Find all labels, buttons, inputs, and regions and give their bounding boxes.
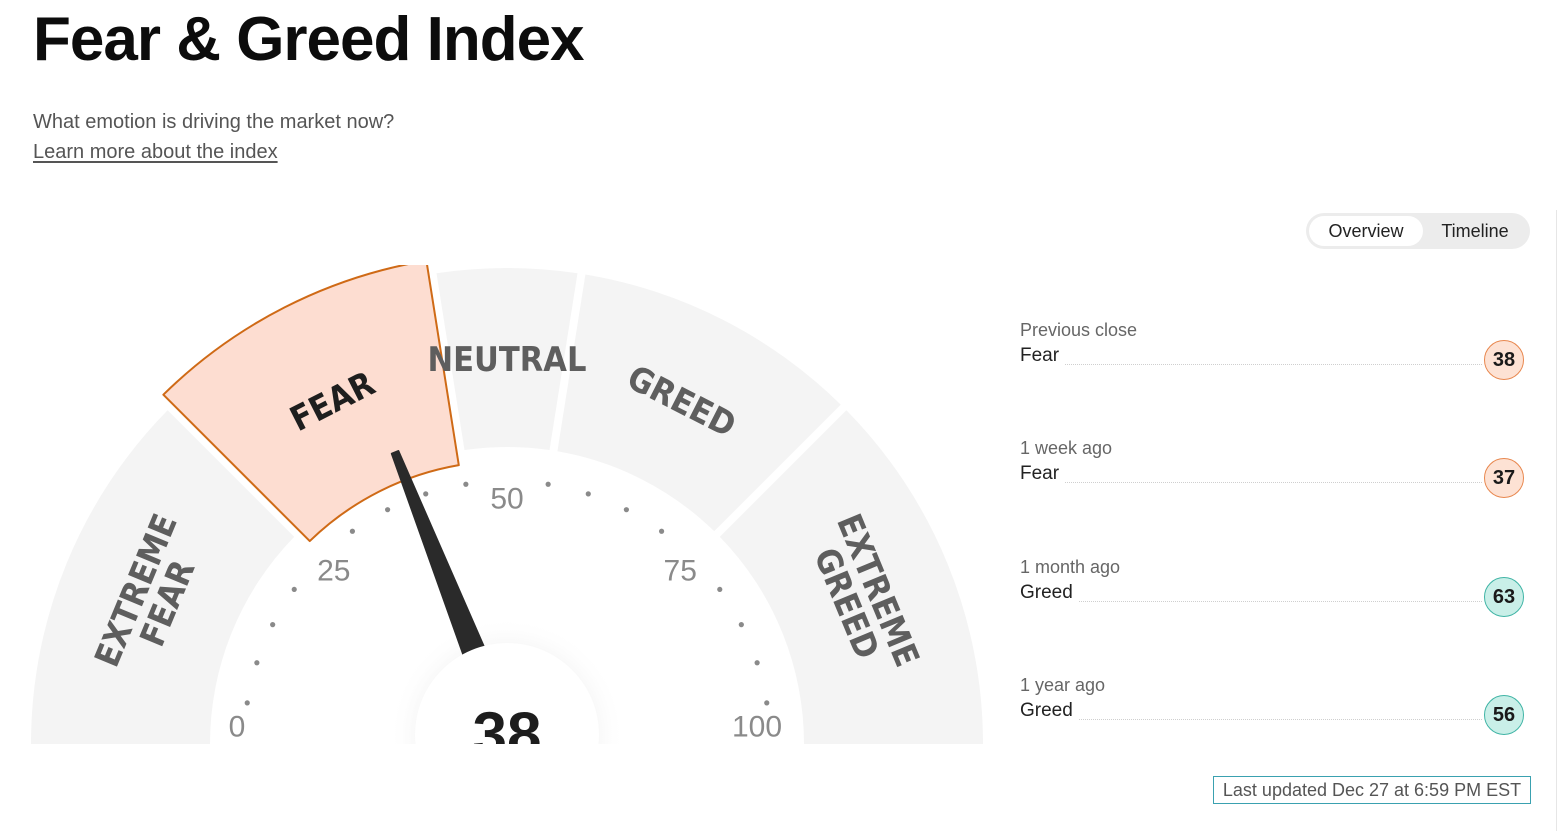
gauge-needle (390, 450, 486, 657)
gauge-tick-dot (623, 507, 629, 513)
gauge-tick-dot (349, 528, 356, 534)
gauge-segment-neutral (436, 268, 578, 451)
history-row-1-week-ago: 1 week ago Fear 37 (1020, 438, 1528, 518)
gauge-tick-dot (270, 622, 276, 628)
history-row-1-year-ago: 1 year ago Greed 56 (1020, 675, 1528, 755)
history-value-badge: 63 (1484, 577, 1524, 617)
page-title: Fear & Greed Index (33, 5, 585, 74)
last-updated-timestamp: Last updated Dec 27 at 6:59 PM EST (1213, 776, 1531, 804)
gauge-segment-fear (162, 265, 460, 543)
gauge-tick-dot (423, 491, 429, 497)
page-subtitle: What emotion is driving the market now? (33, 111, 395, 133)
history-status: Fear (1020, 463, 1066, 485)
gauge-tick-dot (385, 507, 391, 513)
gauge-tick-dot (291, 586, 297, 593)
gauge-tick-dot (754, 660, 760, 666)
history-dotted-line (1020, 482, 1482, 483)
gauge-hub (415, 643, 599, 775)
gauge-tick-label: 0 (229, 711, 246, 744)
history-dotted-line (1020, 719, 1482, 720)
gauge-tick-dot (585, 491, 591, 497)
history-value-badge: 56 (1484, 695, 1524, 735)
history-value-badge: 38 (1484, 340, 1524, 380)
gauge-segment-extreme-greed (719, 410, 983, 744)
gauge-baseline-mask (30, 744, 985, 775)
gauge-tick-label: 75 (664, 554, 697, 587)
gauge-tick-label: 25 (317, 554, 350, 587)
gauge-label-neutral: NEUTRAL (428, 340, 587, 380)
history-status: Greed (1020, 582, 1079, 604)
history-dotted-line (1020, 364, 1482, 365)
gauge-tick-dot (738, 622, 744, 628)
history-value-badge: 37 (1484, 458, 1524, 498)
history-label: 1 month ago (1020, 557, 1121, 577)
history-label: Previous close (1020, 320, 1138, 340)
gauge-segment-greed (557, 274, 841, 532)
tab-timeline[interactable]: Timeline (1441, 221, 1509, 241)
gauge-tick-dot (764, 700, 770, 706)
gauge-tick-dot (244, 700, 250, 706)
gauge-tick-dot (463, 481, 469, 487)
tab-overview[interactable]: Overview (1309, 216, 1423, 246)
gauge-tick-dot (717, 586, 723, 593)
gauge-tick-label: 50 (490, 483, 523, 516)
gauge-segment-extreme-fear (31, 410, 295, 744)
view-toggle: Overview Timeline (1306, 213, 1530, 249)
history-status: Fear (1020, 345, 1066, 367)
gauge-tick-dot (658, 528, 665, 534)
history-dotted-line (1020, 601, 1482, 602)
gauge-label-line: NEUTRAL (428, 340, 587, 380)
gauge-tick-label: 100 (732, 711, 782, 744)
history-status: Greed (1020, 700, 1079, 722)
gauge-tick-dot (545, 481, 551, 487)
history-label: 1 year ago (1020, 675, 1106, 695)
learn-more-link[interactable]: Learn more about the index (33, 141, 278, 163)
gauge-tick-dot (254, 660, 260, 666)
history-row-1-month-ago: 1 month ago Greed 63 (1020, 557, 1528, 637)
panel-divider (1556, 210, 1557, 831)
history-row-previous-close: Previous close Fear 38 (1020, 320, 1528, 400)
history-label: 1 week ago (1020, 438, 1113, 458)
